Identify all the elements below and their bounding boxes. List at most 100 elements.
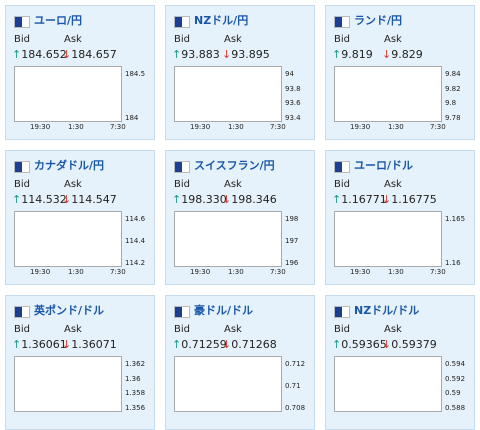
rate-tile[interactable]: カナダドル/円 Bid Ask ↑114.532 ↓114.547 114.6 114.4 1…: [5, 150, 155, 285]
y-tick-label: 1.356: [125, 404, 146, 412]
mini-chart: [14, 356, 122, 412]
y-tick-label: 0.59: [445, 389, 461, 398]
ask-value: ↓9.829: [382, 48, 423, 61]
bid-value: ↑0.59365: [332, 338, 387, 351]
x-tick-label: 1:30: [228, 268, 244, 276]
pair-title: ユーロ/円: [34, 14, 83, 27]
x-tick-label: 19:30: [30, 123, 51, 131]
rate-tile[interactable]: NZドル/ドル Bid Ask ↑0.59365 ↓0.59379 0.594 0.592 0…: [325, 295, 475, 430]
bid-arrow: ↑: [12, 338, 22, 351]
ask-label: Ask: [224, 34, 242, 45]
ask-value: ↓1.16775: [382, 193, 437, 206]
bid-arrow: ↑: [172, 193, 182, 206]
rate-tile[interactable]: NZドル/円 Bid Ask ↑93.883 ↓93.895 94 93.8 93.6 93.4…: [165, 5, 315, 140]
ask-price: 198.346: [231, 193, 277, 206]
y-tick-label: 0.594: [445, 360, 466, 368]
y-tick-label: 114.4: [125, 237, 146, 245]
y-tick-label: 1.362: [125, 360, 146, 368]
bid-label: Bid: [334, 179, 350, 190]
bid-value: ↑93.883: [172, 48, 220, 61]
mini-chart: [334, 211, 442, 267]
pair-title: 豪ドル/ドル: [194, 304, 254, 317]
bid-arrow: ↑: [172, 338, 182, 351]
ask-arrow: ↓: [62, 338, 72, 351]
y-tick-label: 1.36: [125, 374, 141, 383]
ask-price: 1.36071: [71, 338, 117, 351]
y-tick-label: 0.708: [285, 404, 306, 412]
bid-label: Bid: [174, 324, 190, 335]
x-tick-label: 7:30: [110, 268, 126, 276]
mini-chart: [334, 356, 442, 412]
mini-chart: [14, 66, 122, 122]
rate-tile[interactable]: ユーロ/円 Bid Ask ↑184.652 ↓184.657 184.5 184 19:30…: [5, 5, 155, 140]
bid-label: Bid: [14, 34, 30, 45]
flag-icon: [334, 306, 350, 318]
bid-label: Bid: [334, 324, 350, 335]
x-tick-label: 19:30: [350, 123, 371, 131]
bid-price: 0.71259: [181, 338, 227, 351]
pair-title: カナダドル/円: [34, 159, 105, 172]
ask-arrow: ↓: [62, 48, 72, 61]
x-tick-label: 1:30: [68, 268, 84, 276]
ask-arrow: ↓: [382, 338, 392, 351]
ask-value: ↓0.59379: [382, 338, 437, 351]
rate-tile[interactable]: ユーロ/ドル Bid Ask ↑1.16771 ↓1.16775 1.165 1.16 19:…: [325, 150, 475, 285]
rate-grid: ユーロ/円 Bid Ask ↑184.652 ↓184.657 184.5 184 19:30…: [5, 5, 475, 430]
ask-price: 114.547: [71, 193, 117, 206]
bid-label: Bid: [14, 179, 30, 190]
x-tick-label: 7:30: [270, 268, 286, 276]
ask-value: ↓1.36071: [62, 338, 117, 351]
bid-value: ↑184.652: [12, 48, 67, 61]
bid-price: 1.16771: [341, 193, 387, 206]
ask-price: 9.829: [391, 48, 423, 61]
ask-price: 0.71268: [231, 338, 277, 351]
ask-price: 0.59379: [391, 338, 437, 351]
ask-arrow: ↓: [222, 338, 232, 351]
bid-price: 198.330: [181, 193, 227, 206]
bid-value: ↑9.819: [332, 48, 373, 61]
flag-icon: [174, 161, 190, 173]
x-tick-label: 1:30: [68, 123, 84, 131]
ask-label: Ask: [224, 324, 242, 335]
mini-chart: [174, 356, 282, 412]
bid-arrow: ↑: [12, 193, 22, 206]
bid-price: 114.532: [21, 193, 67, 206]
bid-price: 93.883: [181, 48, 220, 61]
y-tick-label: 114.2: [125, 259, 146, 267]
x-tick-label: 19:30: [350, 268, 371, 276]
x-tick-label: 7:30: [430, 268, 446, 276]
rate-tile[interactable]: 豪ドル/ドル Bid Ask ↑0.71259 ↓0.71268 0.712 0.71 0.7…: [165, 295, 315, 430]
ask-value: ↓93.895: [222, 48, 270, 61]
x-tick-label: 7:30: [110, 123, 126, 131]
pair-title: NZドル/円: [194, 14, 249, 27]
rate-tile[interactable]: スイスフラン/円 Bid Ask ↑198.330 ↓198.346 198 197 196 1…: [165, 150, 315, 285]
ask-label: Ask: [64, 179, 82, 190]
ask-arrow: ↓: [222, 48, 232, 61]
flag-icon: [14, 16, 30, 28]
ask-arrow: ↓: [222, 193, 232, 206]
x-tick-label: 19:30: [190, 123, 211, 131]
mini-chart: [334, 66, 442, 122]
pair-title: ユーロ/ドル: [354, 159, 414, 172]
flag-icon: [14, 306, 30, 318]
flag-icon: [334, 161, 350, 173]
ask-label: Ask: [384, 34, 402, 45]
flag-icon: [174, 16, 190, 28]
rate-tile[interactable]: ランド/円 Bid Ask ↑9.819 ↓9.829 9.84 9.82 9.8 9.78 19…: [325, 5, 475, 140]
flag-icon: [334, 16, 350, 28]
ask-value: ↓198.346: [222, 193, 277, 206]
pair-title: 英ポンド/ドル: [34, 304, 105, 317]
mini-chart: [14, 211, 122, 267]
y-tick-label: 93.8: [285, 84, 301, 93]
bid-value: ↑114.532: [12, 193, 67, 206]
x-tick-label: 7:30: [430, 123, 446, 131]
y-tick-label: 9.82: [445, 84, 461, 93]
bid-value: ↑198.330: [172, 193, 227, 206]
y-tick-label: 93.6: [285, 99, 301, 108]
bid-price: 1.36061: [21, 338, 67, 351]
bid-value: ↑1.36061: [12, 338, 67, 351]
x-tick-label: 1:30: [388, 268, 404, 276]
y-tick-label: 9.78: [445, 114, 461, 122]
rate-tile[interactable]: 英ポンド/ドル Bid Ask ↑1.36061 ↓1.36071 1.362 1.36 1.…: [5, 295, 155, 430]
flag-icon: [14, 161, 30, 173]
